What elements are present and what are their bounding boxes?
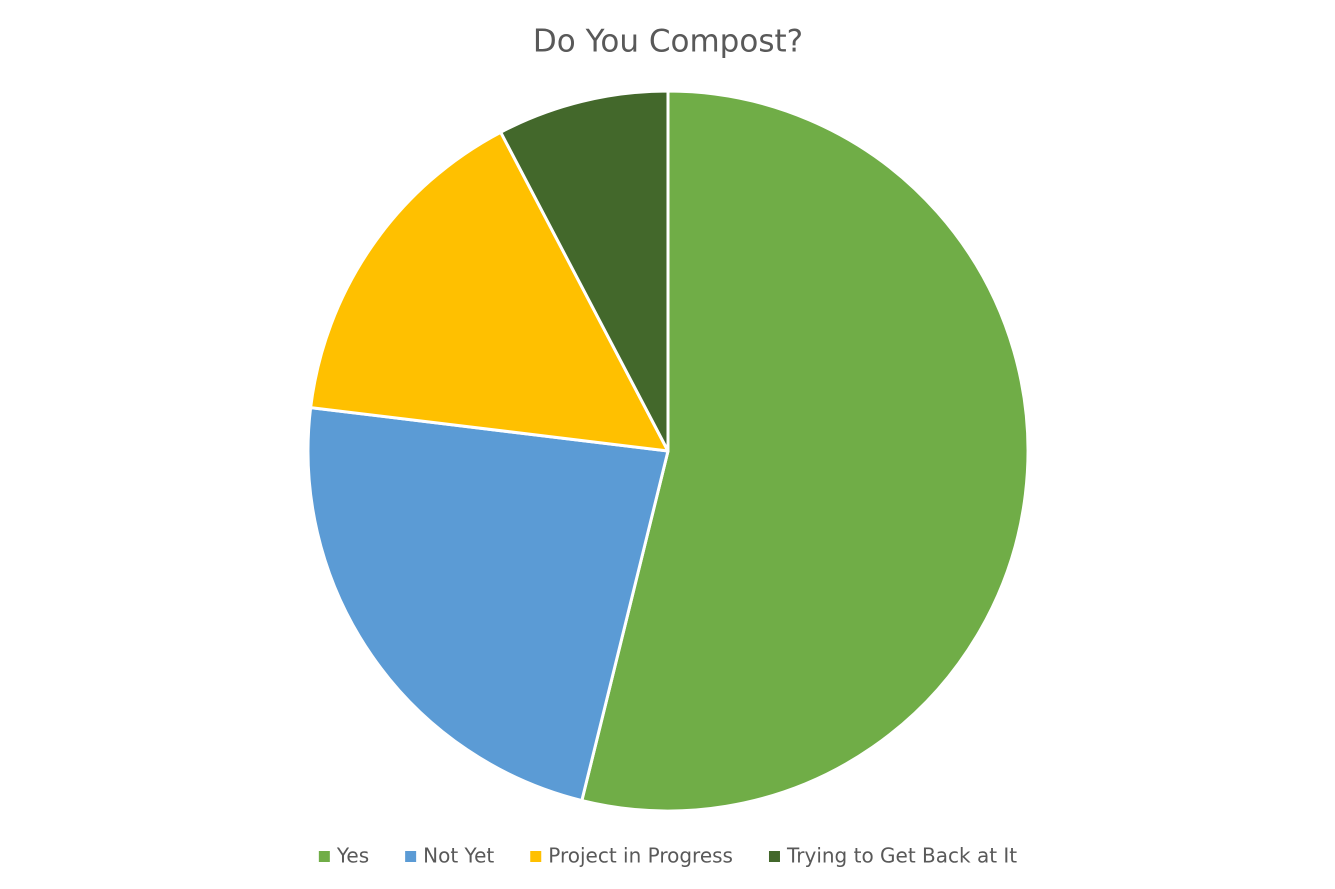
pie-slice <box>309 130 670 453</box>
pie-slice <box>306 406 670 803</box>
legend-label: Not Yet <box>423 844 494 868</box>
pie-slice <box>499 89 670 453</box>
chart-title: Do You Compost? <box>533 24 803 60</box>
pie-slice <box>580 89 1030 813</box>
legend-label: Project in Progress <box>548 844 733 868</box>
legend-label: Trying to Get Back at It <box>786 844 1017 868</box>
legend-swatch <box>405 851 417 862</box>
legend-swatch <box>768 851 780 862</box>
legend-swatch <box>530 851 542 862</box>
legend-label: Yes <box>336 844 369 868</box>
legend-swatch <box>318 851 330 862</box>
